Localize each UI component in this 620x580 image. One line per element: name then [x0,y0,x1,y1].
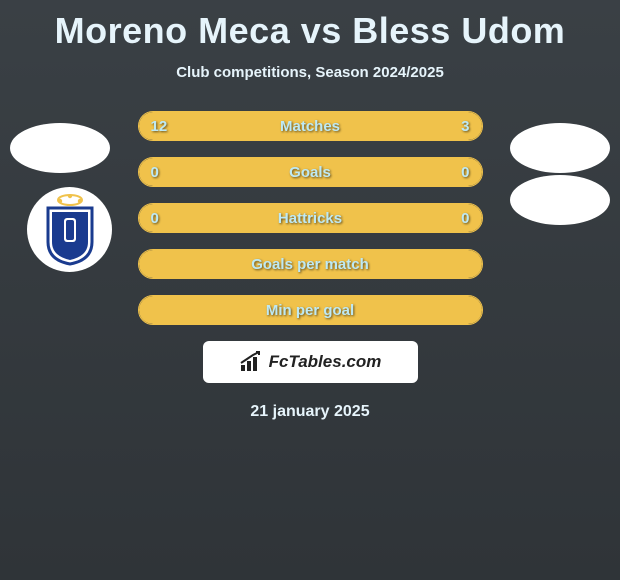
generation-date: 21 january 2025 [0,403,620,421]
player-right-avatar [510,123,610,173]
comparison-panel: 12 3 Matches 0 0 Goals 0 0 Hattricks Goals per ma… [0,111,620,421]
stat-fill-right [406,112,481,140]
stat-rows: 12 3 Matches 0 0 Goals 0 0 Hattricks Goals per ma… [138,111,483,325]
page-title: Moreno Meca vs Bless Udom [0,0,620,52]
stat-row: Min per goal [138,295,483,325]
stat-fill-left [139,112,407,140]
stat-label: Hattricks [278,210,342,227]
stat-label: Min per goal [266,302,354,319]
club-crest-icon [40,194,100,266]
branding-badge: FcTables.com [203,341,418,383]
stat-value-right: 0 [461,210,469,227]
player-right-avatar-2 [510,175,610,225]
stat-row: 0 0 Hattricks [138,203,483,233]
stat-value-left: 0 [151,210,159,227]
stat-row: 0 0 Goals [138,157,483,187]
chart-icon [239,351,265,373]
stat-value-left: 12 [151,118,168,135]
stat-row: Goals per match [138,249,483,279]
stat-label: Goals [289,164,331,181]
club-badge-left [27,187,112,272]
branding-text: FcTables.com [269,352,382,372]
stat-label: Goals per match [251,256,369,273]
stat-label: Matches [280,118,340,135]
stat-value-left: 0 [151,164,159,181]
player-left-avatar [10,123,110,173]
stat-value-right: 0 [461,164,469,181]
stat-value-right: 3 [461,118,469,135]
page-subtitle: Club competitions, Season 2024/2025 [0,64,620,81]
stat-row: 12 3 Matches [138,111,483,141]
